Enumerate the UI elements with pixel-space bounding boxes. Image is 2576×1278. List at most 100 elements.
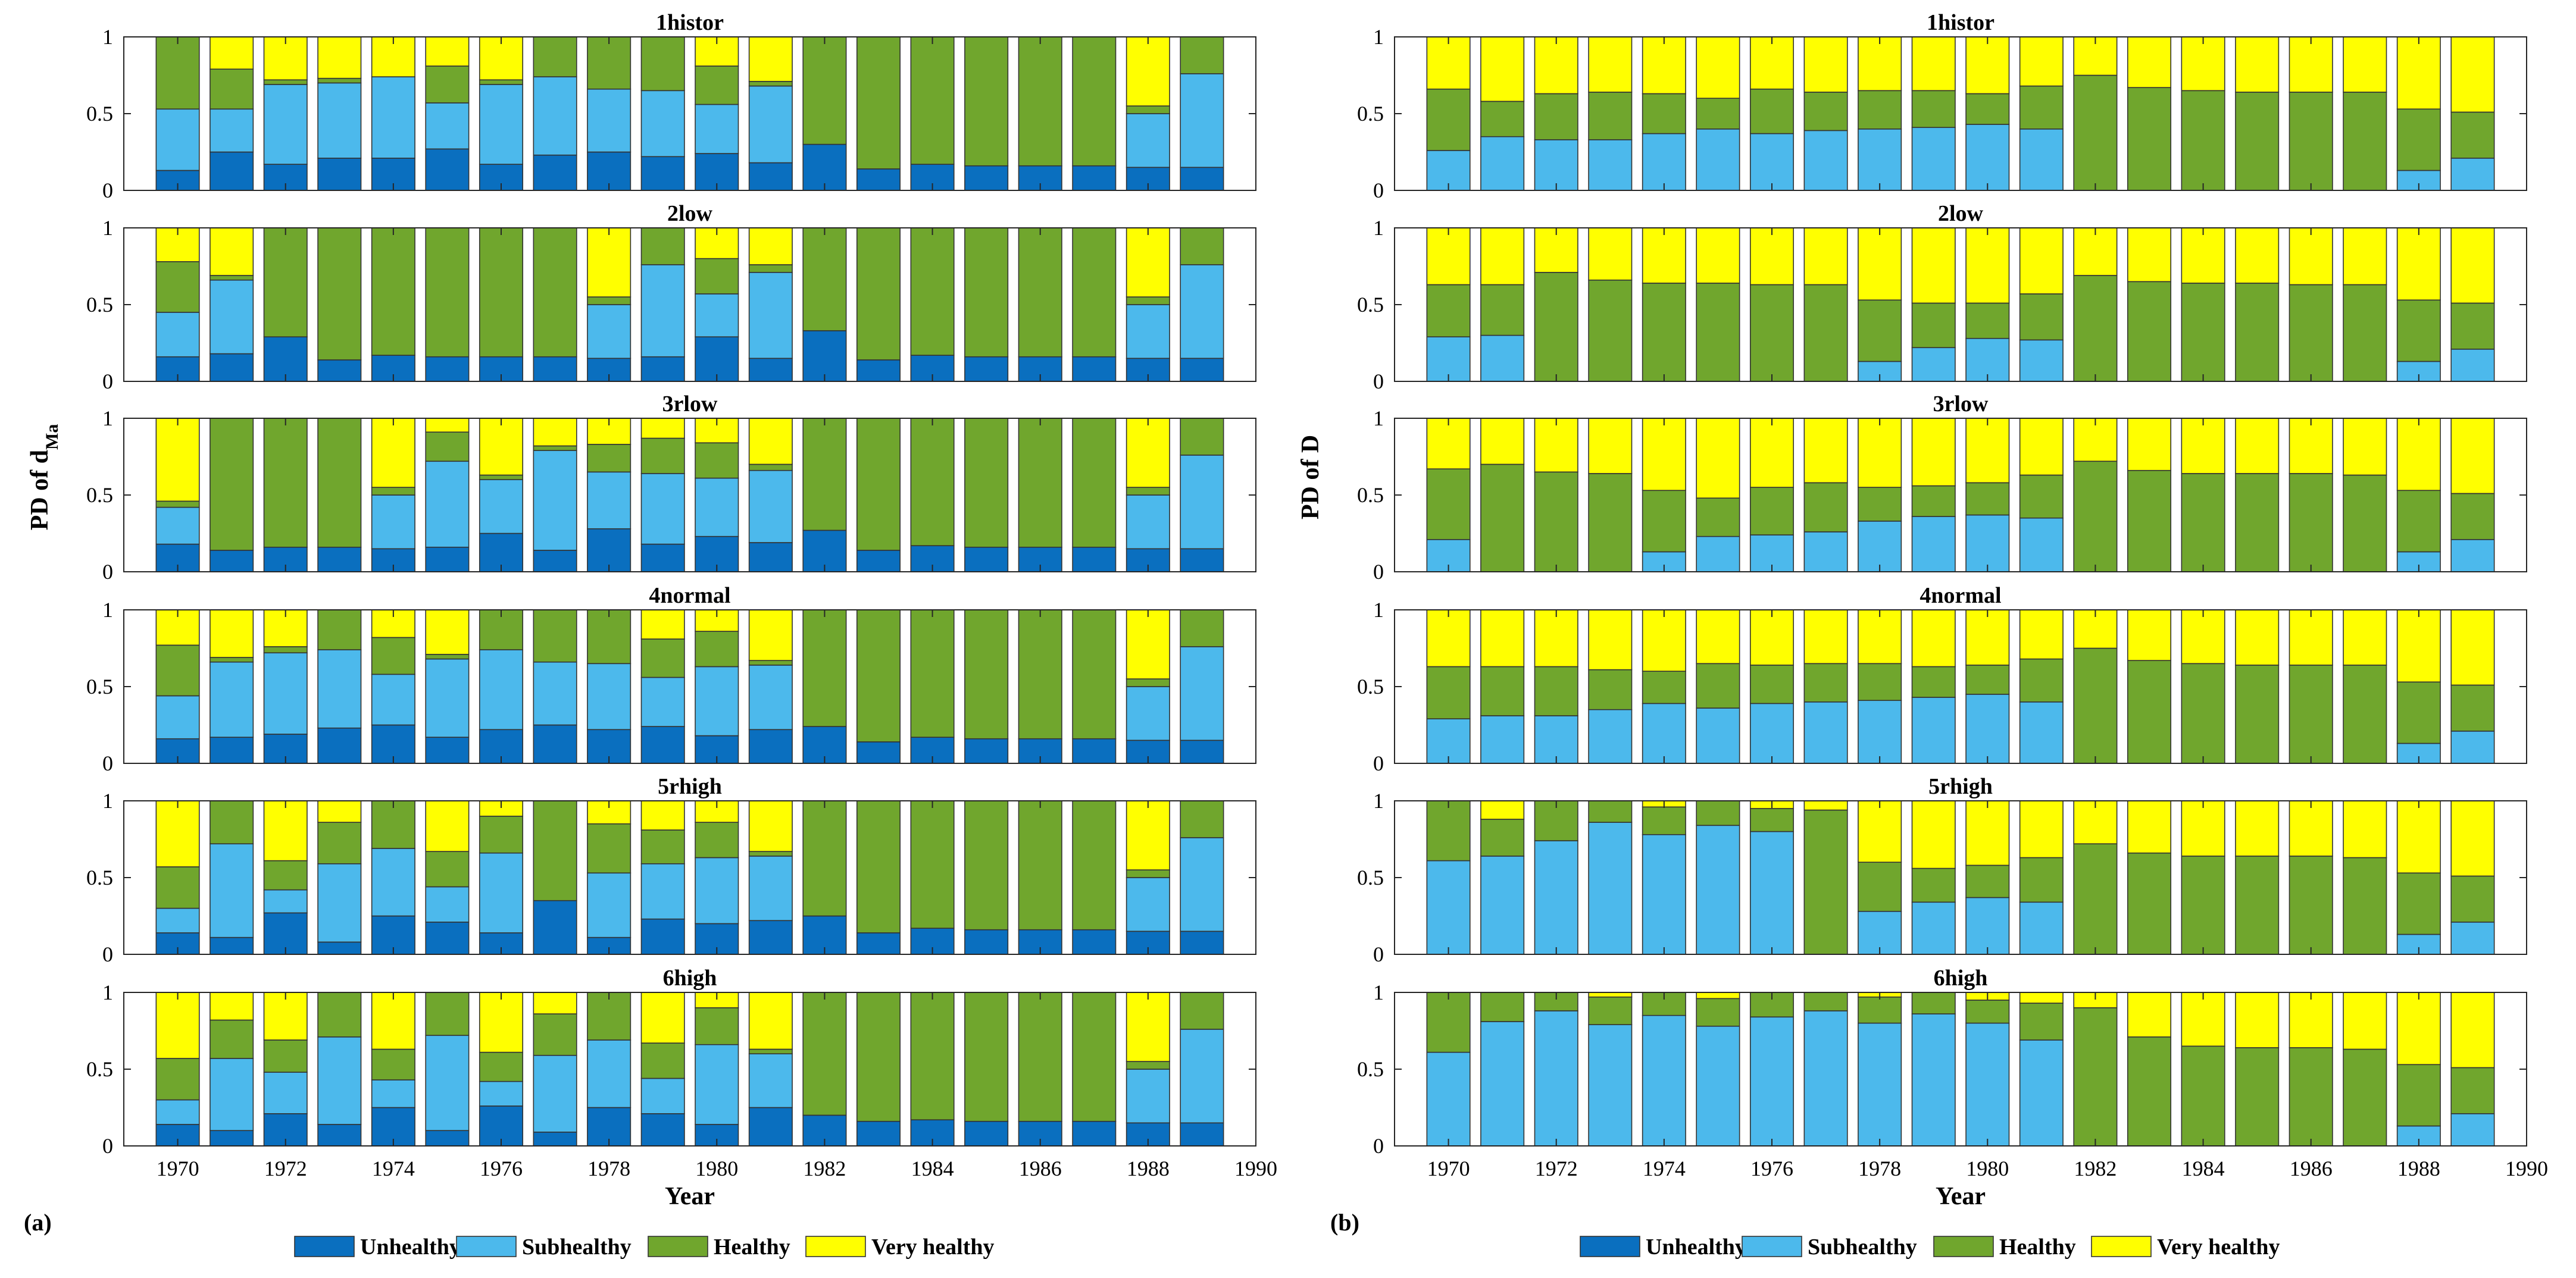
bar-segment-unhealthy: [964, 929, 1009, 955]
y-tick-label: 0.5: [86, 866, 113, 889]
bar-segment-healthy: [1126, 487, 1170, 496]
bar-segment-healthy: [425, 992, 470, 1036]
bar-segment-unhealthy: [1180, 1122, 1224, 1147]
y-tick-label: 1: [102, 598, 113, 622]
bar-segment-healthy: [1749, 487, 1795, 535]
y-tick-label: 0.5: [1357, 483, 1384, 507]
bar-segment-very-healthy: [2396, 609, 2441, 683]
bar-segment-very-healthy: [210, 36, 254, 70]
bar-segment-very-healthy: [210, 992, 254, 1021]
y-tick-label: 0: [1373, 369, 1384, 393]
bar-segment-healthy: [964, 36, 1009, 167]
bar-segment-healthy: [533, 227, 577, 358]
bar-segment-subhealthy: [587, 663, 632, 731]
y-tick-label: 0.5: [1357, 866, 1384, 889]
bar-segment-subhealthy: [748, 469, 793, 543]
bar-segment-very-healthy: [1858, 609, 1902, 665]
y-tick-label: 0.5: [1357, 675, 1384, 698]
bar-segment-very-healthy: [2289, 992, 2333, 1048]
bar-segment-very-healthy: [2235, 227, 2280, 284]
bar-segment-subhealthy: [1749, 703, 1795, 764]
y-tick-label: 0.5: [1357, 102, 1384, 126]
bar-segment-subhealthy: [1588, 822, 1633, 955]
bar-segment-very-healthy: [1642, 609, 1686, 672]
x-axis-label: Year: [1936, 1183, 1986, 1210]
bar-segment-healthy: [1858, 862, 1902, 912]
subplot-title: 4normal: [649, 583, 730, 608]
bar-segment-subhealthy: [1803, 531, 1848, 572]
bar-segment-healthy: [2073, 1007, 2118, 1147]
bar-segment-unhealthy: [1180, 740, 1224, 764]
bar-segment-healthy: [1426, 284, 1471, 337]
bar-segment-very-healthy: [2343, 227, 2387, 286]
bar-segment-healthy: [1180, 992, 1224, 1030]
bar-segment-subhealthy: [2450, 539, 2495, 572]
subplot-title: 6high: [1934, 966, 1988, 991]
bar-segment-healthy: [1803, 992, 1848, 1011]
bar-segment-very-healthy: [1911, 800, 1956, 869]
bar-segment-healthy: [210, 68, 254, 110]
bar-segment-unhealthy: [1072, 356, 1117, 382]
bar-segment-subhealthy: [2396, 934, 2441, 955]
legend-label: Subhealthy: [522, 1235, 632, 1260]
bar-segment-unhealthy: [1180, 167, 1224, 191]
subplot-1histor: 0 0.5 1 1histor: [86, 10, 1256, 202]
bar-segment-healthy: [1858, 663, 1902, 701]
bar-segment-healthy: [964, 800, 1009, 931]
bar-segment-healthy: [910, 992, 955, 1120]
legend-swatch-healthy: [1933, 1236, 1994, 1257]
bar-segment-subhealthy: [1858, 700, 1902, 764]
bar-segment-healthy: [1911, 666, 1956, 698]
bar-segment-healthy: [1588, 996, 1633, 1025]
bar-segment-healthy: [1588, 473, 1633, 572]
bar-segment-subhealthy: [1126, 494, 1170, 550]
bar-segment-healthy: [1911, 302, 1956, 349]
bar-segment-healthy: [1072, 609, 1117, 740]
bar-segment-very-healthy: [1803, 418, 1848, 484]
bar-segment-subhealthy: [155, 312, 200, 358]
y-tick-label: 1: [1373, 216, 1384, 240]
bar-segment-healthy: [1180, 800, 1224, 838]
bar-segment-very-healthy: [1426, 227, 1471, 286]
bar-segment-very-healthy: [2019, 800, 2064, 859]
subplot-3rlow: 0 0.5 1 3rlow: [1357, 391, 2527, 584]
bar-segment-very-healthy: [1858, 800, 1902, 863]
subplot-1histor: 0 0.5 1 1histor: [1357, 10, 2527, 202]
bar-segment-healthy: [1018, 227, 1062, 358]
bar-segment-healthy: [2343, 474, 2387, 572]
bar-segment-healthy: [964, 609, 1009, 740]
bar-segment-subhealthy: [1858, 521, 1902, 572]
bar-segment-healthy: [1696, 663, 1740, 709]
bar-segment-healthy: [1696, 497, 1740, 537]
x-tick-label: 1984: [911, 1157, 954, 1180]
x-tick-label: 1986: [2290, 1157, 2333, 1180]
bar-segment-subhealthy: [1696, 825, 1740, 955]
bar-segment-very-healthy: [1965, 800, 2010, 866]
bar-segment-healthy: [1180, 227, 1224, 265]
y-tick-label: 0.5: [86, 483, 113, 507]
bar-segment-subhealthy: [425, 658, 470, 738]
bar-segment-very-healthy: [1696, 418, 1740, 499]
bar-segment-very-healthy: [1588, 418, 1633, 474]
bar-segment-healthy: [479, 227, 524, 358]
bar-segment-healthy: [2019, 857, 2064, 903]
subplot-title: 4normal: [1920, 583, 2001, 608]
bar-segment-unhealthy: [1072, 738, 1117, 764]
panel-label: (b): [1330, 1209, 1359, 1236]
legend-label: Subhealthy: [1808, 1235, 1917, 1260]
x-tick-label: 1990: [1234, 1157, 1277, 1180]
bar-segment-subhealthy: [2450, 158, 2495, 191]
bar-segment-very-healthy: [748, 227, 793, 265]
bar-segment-healthy: [1642, 806, 1686, 835]
bar-segment-very-healthy: [1588, 992, 1633, 998]
bar-segment-subhealthy: [1965, 514, 2010, 572]
bar-segment-very-healthy: [2235, 992, 2280, 1048]
bar-segment-healthy: [317, 227, 362, 361]
bar-segment-subhealthy: [1426, 860, 1471, 955]
bar-segment-healthy: [371, 1048, 415, 1080]
bar-segment-healthy: [1072, 227, 1117, 358]
bar-segment-healthy: [1803, 482, 1848, 532]
bar-segment-subhealthy: [1426, 718, 1471, 764]
bar-segment-subhealthy: [2019, 901, 2064, 955]
